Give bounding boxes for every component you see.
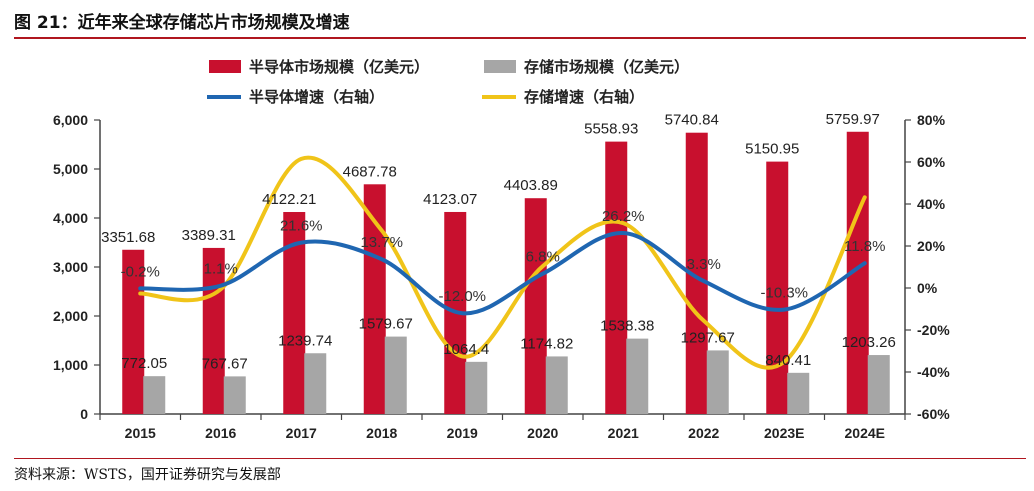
memory-bar-label: 767.67 [202, 355, 248, 372]
semiconductor-growth-label: 3.3% [687, 256, 721, 273]
left-tick-label: 6,000 [53, 112, 88, 128]
x-tick-label: 2023E [764, 425, 804, 441]
left-tick-label: 1,000 [53, 357, 88, 373]
semiconductor-growth-label: -10.3% [760, 285, 808, 302]
memory-bar-label: 1538.38 [600, 318, 654, 335]
x-tick-label: 2021 [608, 425, 639, 441]
semiconductor-bar [122, 249, 145, 414]
memory-bar [706, 350, 729, 414]
memory-bar [465, 361, 488, 414]
right-tick-label: -20% [917, 322, 950, 338]
semiconductor-bar [363, 184, 386, 414]
legend-swatch [484, 60, 516, 73]
source-note: 资料来源：WSTS，国开证券研究与发展部 [14, 467, 281, 483]
legend-swatch [209, 60, 241, 73]
legend-label: 存储市场规模（亿美元） [524, 58, 689, 76]
right-tick-label: 0% [917, 280, 938, 296]
right-tick-label: 20% [917, 238, 946, 254]
memory-bar-label: 772.05 [121, 355, 167, 372]
x-tick-label: 2015 [125, 425, 156, 441]
semiconductor-growth-label: -12.0% [438, 288, 486, 305]
memory-bar-label: 1174.82 [520, 335, 573, 352]
memory-bar [143, 376, 166, 414]
semiconductor-bar [685, 132, 708, 414]
semiconductor-bar-label: 5558.93 [584, 121, 638, 138]
left-tick-label: 0 [80, 406, 88, 422]
legend-label: 半导体增速（右轴） [249, 88, 384, 106]
chart-labels: 3351.68 3389.31 4122.21 4687.78 4123.07 4403.… [101, 111, 896, 373]
memory-bar [384, 336, 407, 414]
memory-bar-label: 1579.67 [359, 316, 413, 333]
semiconductor-growth-label: 13.7% [360, 234, 403, 251]
semiconductor-bar [766, 161, 789, 414]
x-tick-label: 2016 [205, 425, 236, 441]
memory-growth-line [138, 155, 867, 370]
right-tick-label: 60% [917, 154, 946, 170]
semiconductor-bar-label: 3389.31 [182, 227, 236, 244]
right-tick-label: -40% [917, 364, 950, 380]
chart-legend: 半导体市场规模（亿美元） 存储市场规模（亿美元） 半导体增速（右轴） 存储增速（右轴） [207, 58, 689, 106]
semiconductor-bar-label: 5740.84 [665, 112, 719, 129]
memory-bar [867, 355, 890, 414]
memory-bar [545, 356, 568, 414]
footer-divider [14, 458, 1026, 459]
semiconductor-bar-label: 4123.07 [423, 191, 477, 208]
chart-axes: 0 1,000 2,000 3,000 4,000 5,000 6,000 -60% -40% -… [53, 112, 950, 441]
semiconductor-growth-line [138, 230, 867, 316]
figure-title: 图 21：近年来全球存储芯片市场规模及增速 [14, 13, 350, 33]
x-tick-label: 2022 [688, 425, 719, 441]
memory-bar [223, 376, 246, 414]
left-tick-label: 5,000 [53, 161, 88, 177]
legend-label: 半导体市场规模（亿美元） [249, 58, 429, 76]
memory-bar-label: 1203.26 [842, 334, 896, 351]
x-tick-label: 2024E [845, 425, 885, 441]
memory-bar-label: 1239.74 [278, 332, 332, 349]
memory-bar-label: 1064.4 [443, 341, 489, 358]
title-divider [14, 37, 1026, 39]
semiconductor-growth-label: 26.2% [602, 208, 645, 225]
left-tick-label: 3,000 [53, 259, 88, 275]
semiconductor-bar-label: 3351.68 [101, 229, 155, 246]
semiconductor-growth-label: 21.6% [280, 218, 323, 235]
left-tick-label: 4,000 [53, 210, 88, 226]
memory-bar [304, 353, 327, 414]
semiconductor-bar-label: 4122.21 [262, 191, 316, 208]
chart-lines [138, 155, 867, 370]
semiconductor-bar [283, 212, 306, 414]
chart: 半导体市场规模（亿美元） 存储市场规模（亿美元） 半导体增速（右轴） 存储增速（右轴）… [53, 58, 950, 441]
memory-bar [626, 338, 649, 414]
semiconductor-bar-label: 4403.89 [504, 177, 558, 194]
x-tick-label: 2017 [286, 425, 317, 441]
left-tick-label: 2,000 [53, 308, 88, 324]
memory-bar-label: 1297.67 [681, 329, 735, 346]
semiconductor-growth-label: 6.8% [526, 249, 560, 266]
semiconductor-growth-label: 1.1% [204, 261, 238, 278]
semiconductor-bar-label: 5759.97 [826, 111, 880, 128]
x-tick-label: 2019 [447, 425, 478, 441]
semiconductor-bar-label: 4687.78 [343, 163, 397, 180]
semiconductor-growth-label: 11.8% [844, 238, 885, 255]
semiconductor-bar [524, 198, 547, 414]
right-tick-label: 40% [917, 196, 946, 212]
memory-bar-label: 840.41 [765, 352, 811, 369]
right-tick-label: -60% [917, 406, 950, 422]
semiconductor-bar-label: 5150.95 [745, 141, 799, 158]
semiconductor-growth-label: -0.2% [121, 263, 160, 280]
memory-bar [787, 372, 810, 414]
x-tick-label: 2020 [527, 425, 558, 441]
right-tick-label: 80% [917, 112, 946, 128]
semiconductor-bar [605, 141, 628, 414]
x-tick-label: 2018 [366, 425, 397, 441]
legend-label: 存储增速（右轴） [524, 88, 644, 106]
